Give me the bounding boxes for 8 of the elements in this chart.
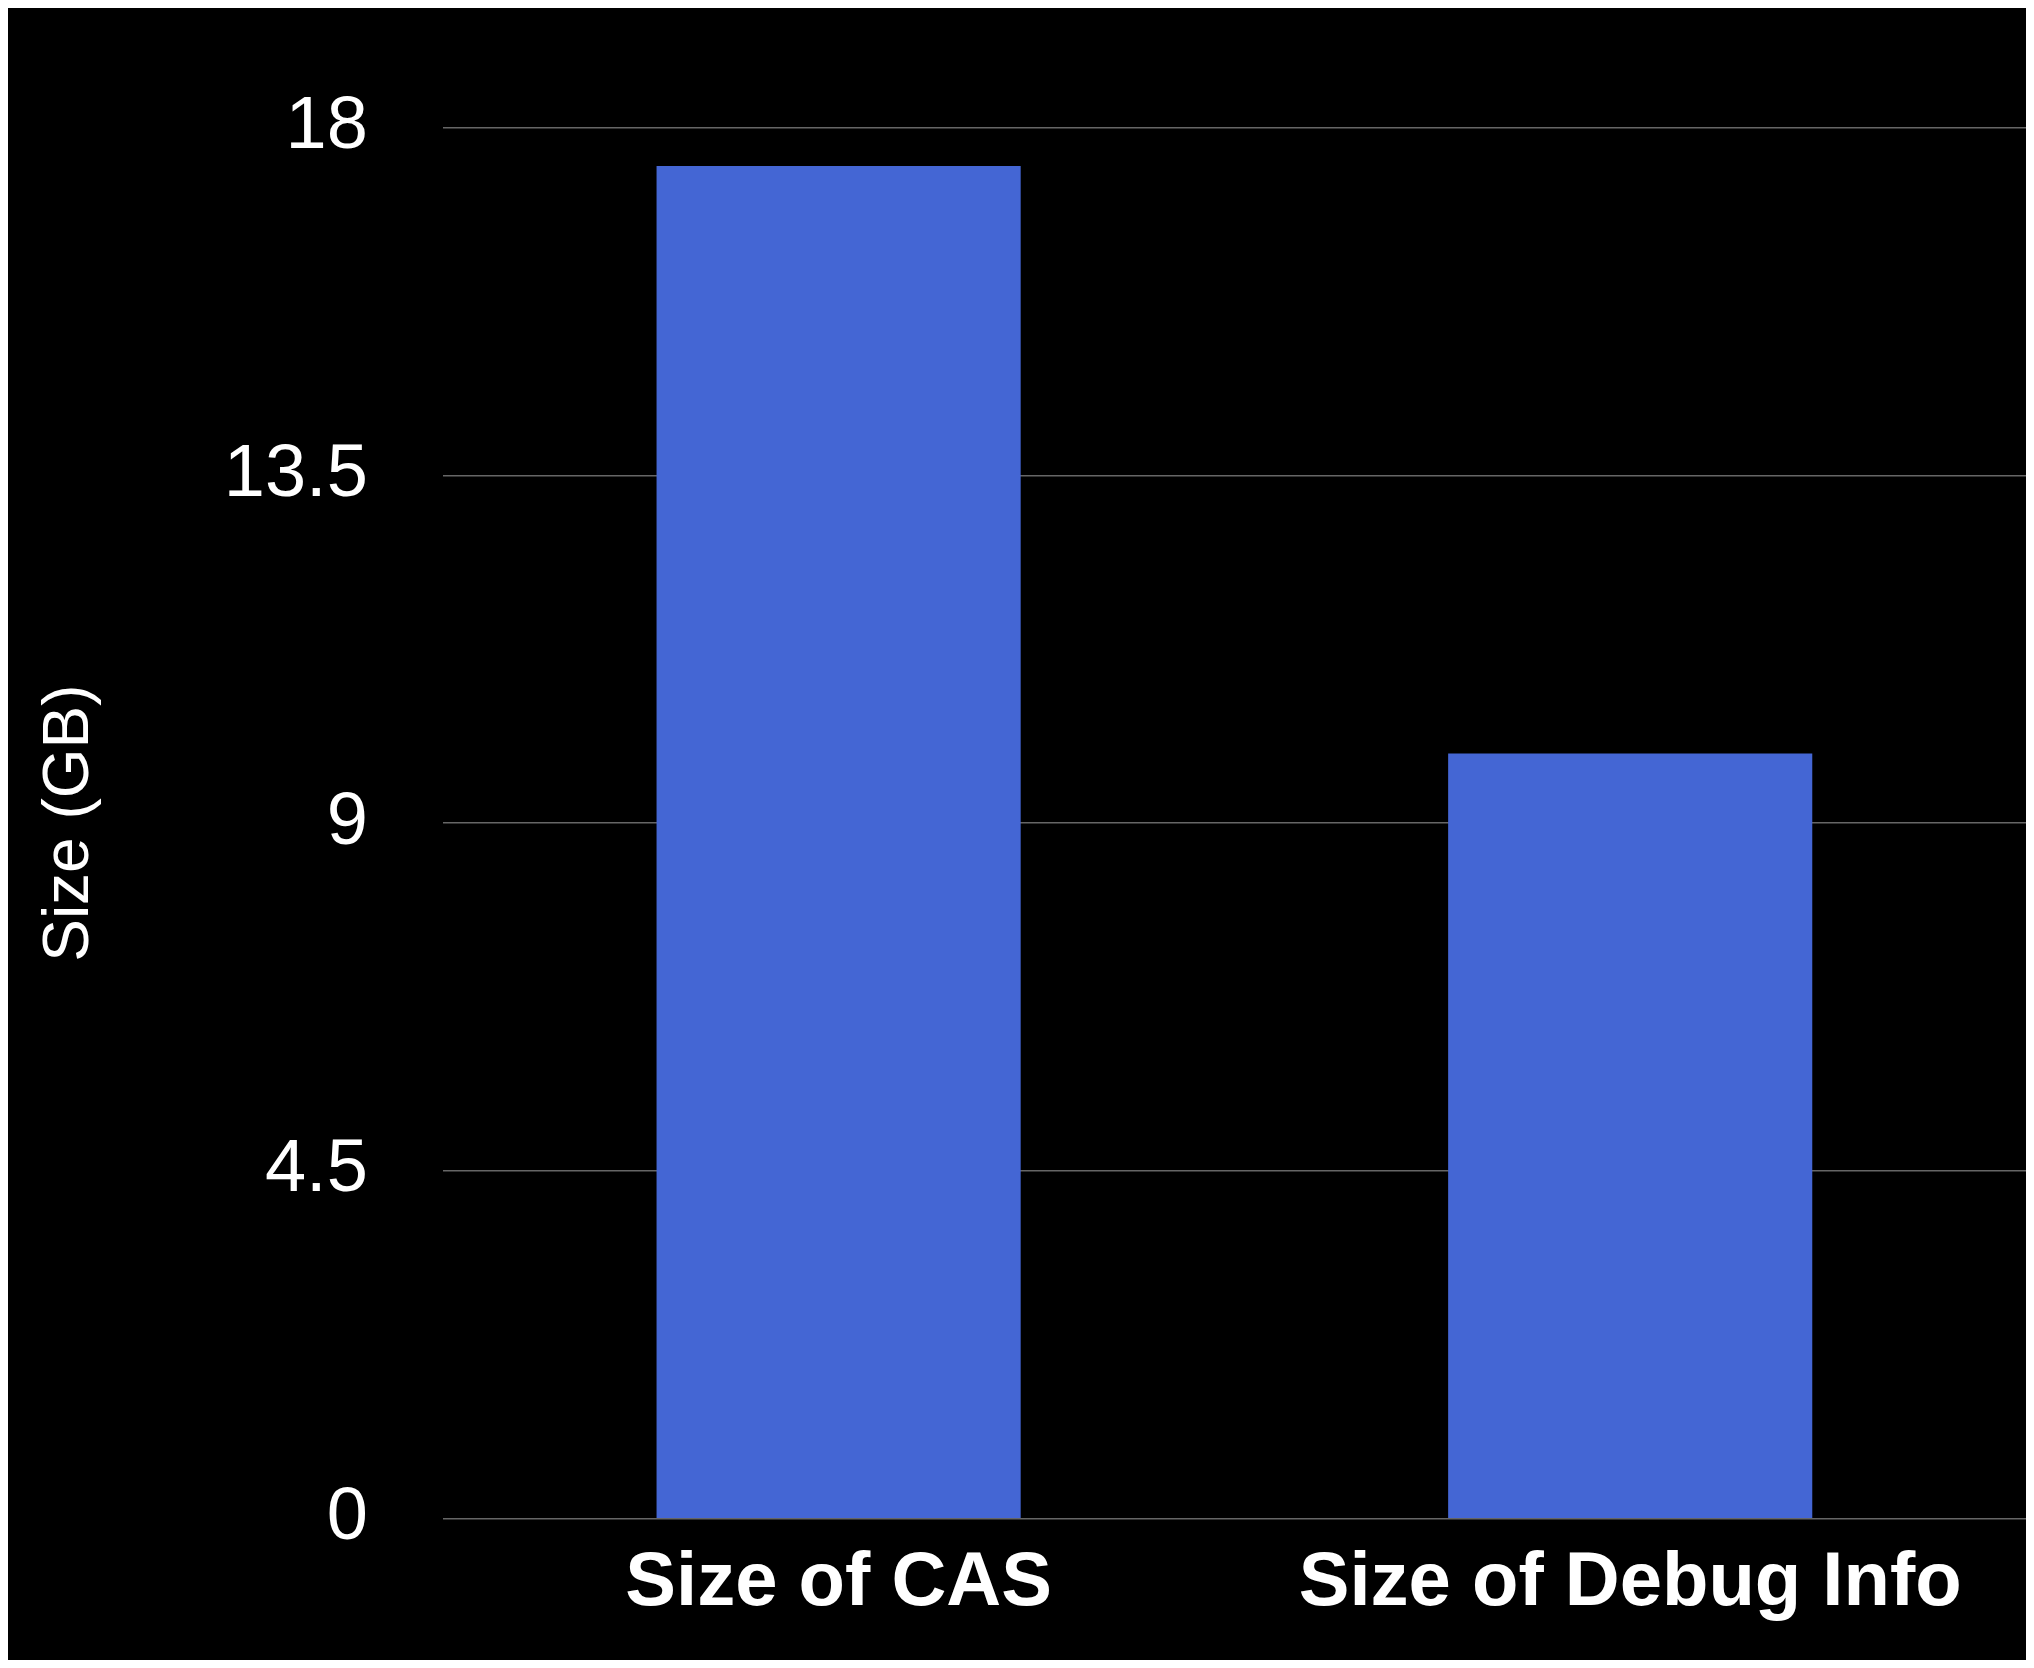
x-tick-label: Size of Debug Info	[1298, 1536, 1962, 1622]
y-tick-label: 0	[326, 1472, 368, 1556]
y-tick-label: 4.5	[264, 1124, 368, 1208]
y-tick-label: 13.5	[223, 428, 368, 512]
y-tick-label: 9	[326, 776, 368, 860]
x-tick-label: Size of CAS	[625, 1536, 1052, 1622]
y-tick-label: 18	[285, 80, 368, 164]
y-axis-title: Size (GB)	[30, 684, 103, 962]
